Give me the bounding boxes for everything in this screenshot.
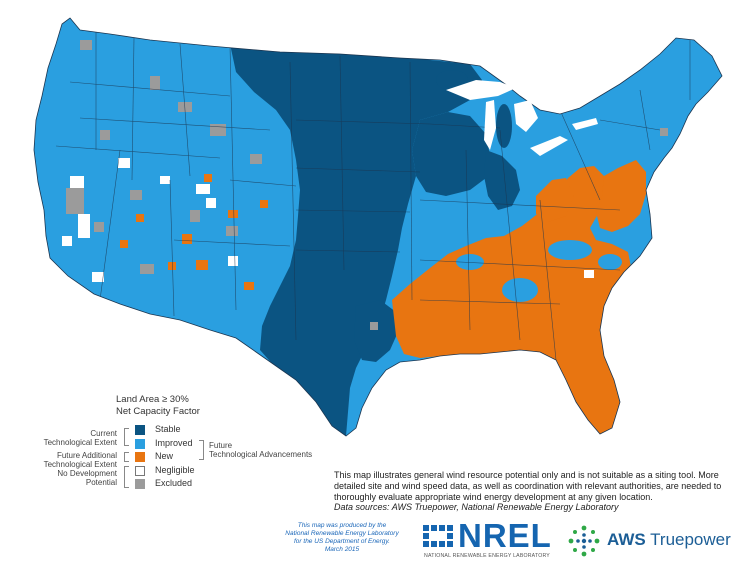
stable-region-plains	[230, 44, 482, 436]
lake-huron	[514, 100, 538, 132]
west-new-patches	[120, 174, 268, 290]
improved-pocket	[502, 278, 538, 302]
lake-erie	[530, 136, 568, 156]
stable-patch-michigan	[496, 104, 512, 148]
stable-region-iowa	[412, 112, 490, 196]
new-region-ohio	[536, 178, 574, 222]
lake-ontario	[572, 118, 598, 130]
west-negligible-patches	[62, 158, 594, 282]
stable-region-illinois	[484, 150, 520, 210]
stable-patch-minnesota	[436, 70, 468, 90]
state-borders	[55, 30, 691, 361]
improved-pocket	[548, 240, 592, 260]
improved-pocket	[456, 254, 484, 270]
improved-pocket	[598, 254, 622, 270]
stable-region-east-texas	[354, 300, 398, 362]
lake-superior	[446, 80, 516, 100]
lake-michigan	[484, 100, 496, 150]
new-region-appalachia	[596, 160, 646, 232]
